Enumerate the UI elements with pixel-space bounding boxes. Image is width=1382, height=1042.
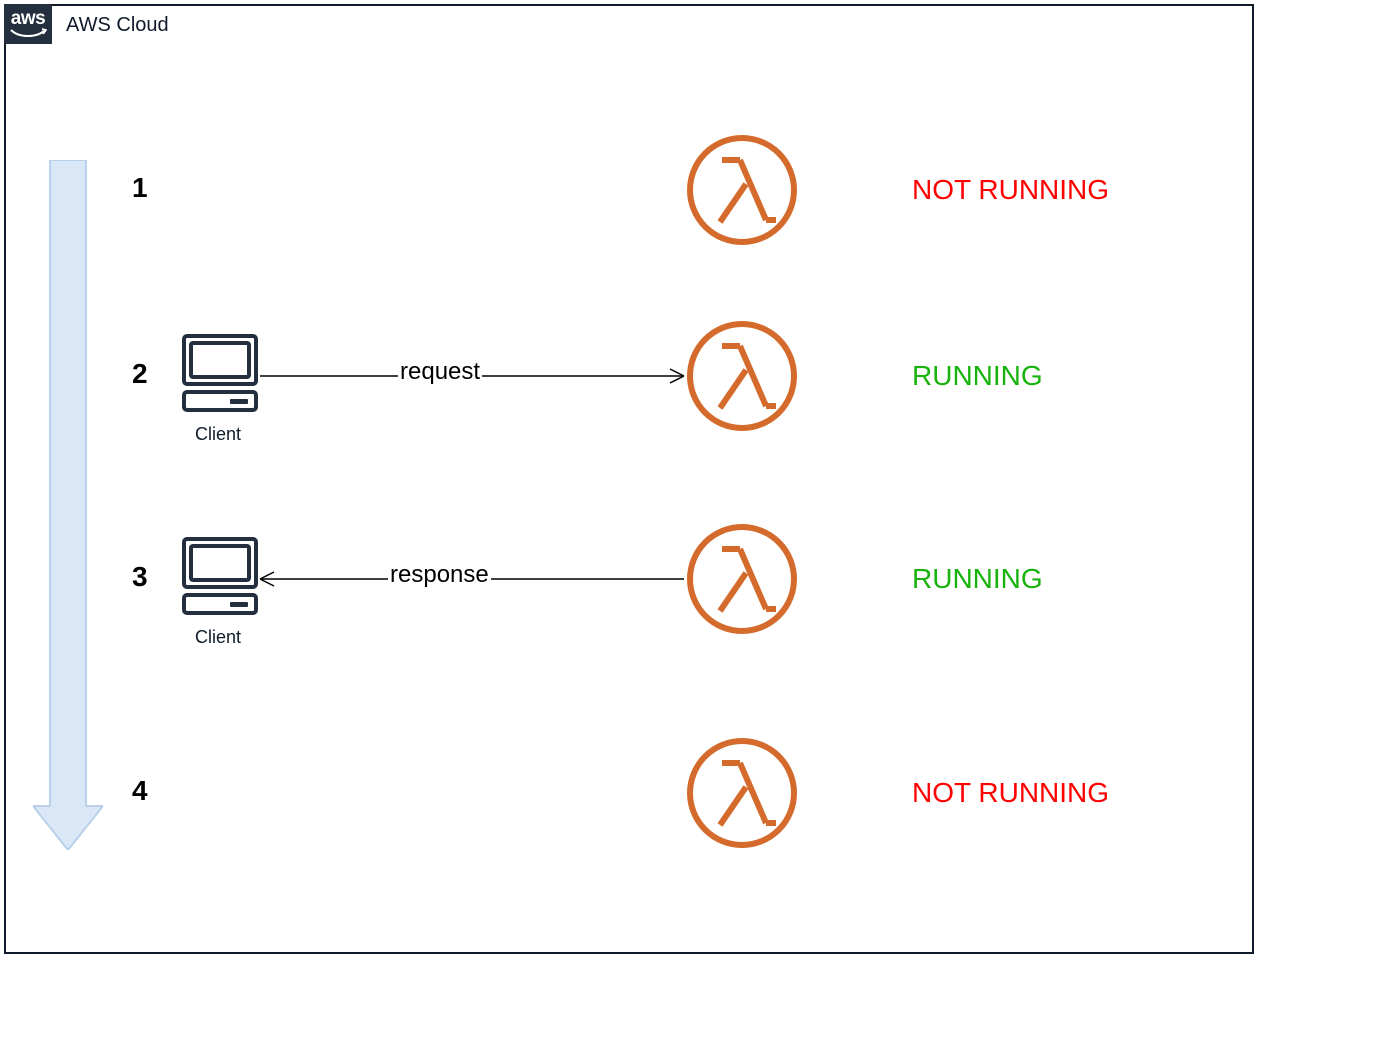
status-label: RUNNING — [912, 360, 1043, 392]
aws-logo-badge: aws — [4, 4, 52, 44]
lambda-icon — [684, 735, 800, 851]
aws-cloud-box — [4, 4, 1254, 954]
request-label: request — [398, 358, 482, 386]
step-number: 1 — [132, 172, 148, 204]
lambda-icon — [684, 132, 800, 248]
status-label: NOT RUNNING — [912, 777, 1109, 809]
timeline-arrow — [33, 160, 103, 850]
diagram-canvas: aws AWS Cloud 1 NOT RUNNING 2 RUNNING Client re… — [0, 0, 1382, 1042]
cloud-title: AWS Cloud — [66, 14, 169, 37]
response-label: response — [388, 561, 491, 589]
client-label: Client — [195, 627, 241, 648]
step-number: 3 — [132, 561, 148, 593]
client-label: Client — [195, 424, 241, 445]
step-number: 4 — [132, 775, 148, 807]
status-label: RUNNING — [912, 563, 1043, 595]
status-label: NOT RUNNING — [912, 174, 1109, 206]
aws-logo-text: aws — [11, 9, 45, 28]
aws-smile-icon — [9, 28, 47, 40]
step-number: 2 — [132, 358, 148, 390]
